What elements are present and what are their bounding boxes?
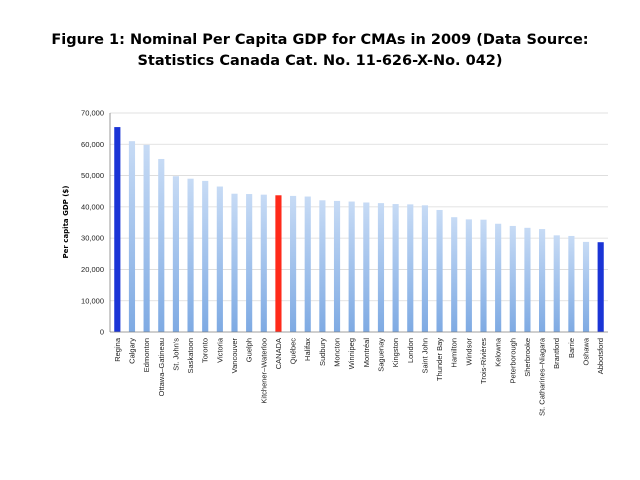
x-category-label: Saint John: [420, 338, 429, 373]
bar-st-catharines-niagara: [539, 229, 546, 332]
x-category-label: Kelowna: [494, 337, 503, 367]
x-category-label: Thunder Bay: [435, 338, 444, 381]
bar-victoria: [216, 186, 223, 332]
bar-kelowna: [495, 223, 502, 332]
x-category-label: Trois-Rivières: [479, 338, 488, 384]
bar-thunder-bay: [436, 209, 443, 332]
x-category-label: Windsor: [464, 338, 473, 366]
x-category-label: Barrie: [567, 338, 576, 358]
bar-peterborough: [509, 225, 516, 332]
bar-edmonton: [143, 144, 150, 332]
bar-oshawa: [582, 241, 590, 332]
x-category-label: Oshawa: [582, 337, 591, 365]
x-category-label: Winnipeg: [347, 338, 356, 369]
gridlines: [110, 112, 608, 302]
x-category-label: St. John's: [171, 338, 180, 371]
x-category-label: Ottawa–Gatineau: [157, 338, 166, 396]
x-category-label: Calgary: [127, 338, 136, 364]
x-category-label: St. Catharines–Niagara: [538, 337, 547, 416]
x-category-label: Québec: [289, 338, 298, 365]
bar-regina: [114, 127, 121, 332]
chart-title-line-1: Figure 1: Nominal Per Capita GDP for CMA…: [51, 32, 589, 48]
bars: [114, 127, 604, 332]
bar-barrie: [568, 235, 575, 332]
bar-hamilton: [451, 217, 458, 332]
chart-title: Figure 1: Nominal Per Capita GDP for CMA…: [0, 30, 640, 72]
bar-vancouver: [231, 193, 238, 332]
axes: [109, 113, 608, 333]
x-category-label: Montréal: [362, 338, 371, 368]
x-category-label: Peterborough: [508, 338, 517, 383]
bar-saguenay: [377, 203, 385, 332]
y-tick-label: 70,000: [81, 109, 104, 118]
x-category-label: Moncton: [333, 338, 342, 367]
chart-title-line-2: Statistics Canada Cat. No. 11-626-X-No. …: [137, 53, 503, 69]
y-tick-label: 50,000: [81, 171, 104, 180]
bar-saint-john: [421, 205, 428, 332]
bar-halifax: [304, 196, 311, 332]
x-category-label: Sherbrooke: [523, 338, 532, 377]
x-category-label: Kingston: [391, 338, 400, 367]
x-category-label: Brantford: [552, 338, 561, 369]
x-category-label: CANADA: [274, 338, 283, 369]
bar-kingston: [392, 204, 399, 332]
x-category-label: Saskatoon: [186, 338, 195, 373]
x-category-labels: Regina Calgary Edmonton Ottawa–Gatineau St. …: [113, 337, 605, 416]
y-axis-label: Per capita GDP ($): [62, 186, 70, 259]
bar-london: [407, 204, 414, 332]
bar-saskatoon: [187, 178, 194, 332]
y-tick-label: 0: [100, 328, 104, 337]
y-tick-label: 30,000: [81, 234, 104, 243]
x-category-label: Victoria: [215, 337, 224, 363]
bar-montr-al: [363, 202, 370, 332]
bar-sudbury: [319, 200, 326, 332]
bar-kitchener-waterloo: [260, 194, 267, 332]
bar-qu-bec: [290, 195, 297, 332]
x-category-label: Vancouver: [230, 338, 239, 374]
bar-st-john-s: [172, 176, 179, 332]
x-category-label: Halifax: [303, 338, 312, 361]
x-category-label: Edmonton: [142, 338, 151, 372]
bar-calgary: [128, 141, 136, 332]
x-category-label: Kitchener–Waterloo: [259, 338, 268, 404]
y-tick-label: 20,000: [81, 265, 104, 274]
x-category-label: Saguenay: [376, 338, 385, 372]
x-category-label: Abbotsford: [596, 338, 605, 374]
bar-ottawa-gatineau: [158, 158, 165, 332]
x-category-label: Toronto: [201, 338, 210, 363]
y-tick-label: 40,000: [81, 202, 104, 211]
bar-guelph: [246, 194, 253, 332]
bar-winnipeg: [348, 201, 355, 332]
y-tick-label: 60,000: [81, 140, 104, 149]
bar-trois-rivi-res: [480, 219, 487, 332]
bar-canada: [275, 195, 282, 332]
y-tick-label: 10,000: [81, 296, 104, 305]
bar-toronto: [202, 180, 209, 332]
bar-abbotsford: [597, 242, 604, 332]
x-category-label: Hamilton: [450, 338, 459, 368]
x-category-label: Regina: [113, 337, 122, 362]
x-category-label: London: [406, 338, 415, 363]
x-category-label: Guelph: [245, 338, 254, 362]
x-category-label: Sudbury: [318, 338, 327, 366]
bar-brantford: [553, 235, 560, 332]
bar-moncton: [333, 200, 341, 332]
bar-sherbrooke: [524, 227, 531, 332]
y-tick-labels: 0 10,000 20,000 30,000 40,000 50,000 60,000 70,…: [81, 109, 104, 337]
bar-windsor: [465, 219, 472, 332]
